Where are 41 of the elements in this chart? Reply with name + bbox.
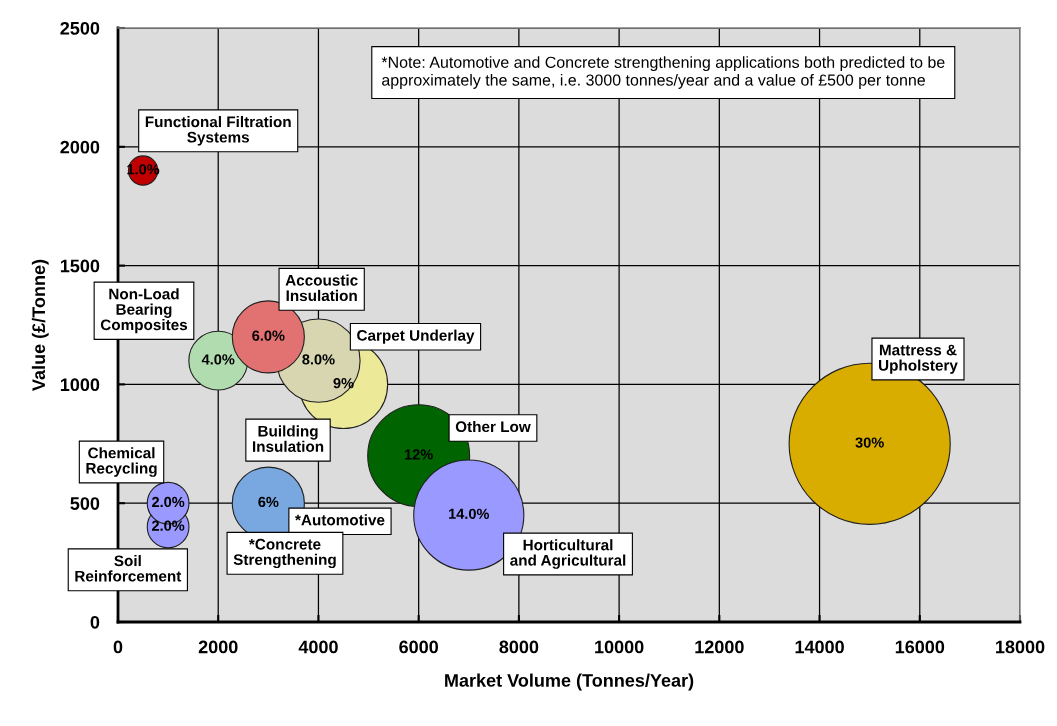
annotation: 30% [855,437,884,448]
annotation: 2.0% [152,520,185,531]
annotation: 6.0% [252,330,285,341]
x-tick-label: 16000 [895,640,945,654]
x-tick-label: 10000 [595,640,644,654]
y-tick-label: 2000 [60,140,100,154]
annotation: 12% [404,449,433,460]
annotation: 2.0% [152,496,185,508]
y-tick-label: 2500 [60,21,100,35]
x-tick-label: 0 [113,640,123,654]
x-tick-label: 2000 [198,640,238,654]
annotation: Accoustic Insulation [285,274,358,302]
annotation: 9% [333,377,354,389]
y-axis-title: Value (£/Tonne) [31,259,49,391]
annotation: *Concrete Strengthening [233,538,336,569]
x-tick-label: 4000 [298,640,338,654]
annotation: Horticultural and Agricultural [510,539,626,569]
annotation: *Note: Automotive and Concrete strengthening applications both predicted to be approximately the same, i.e. 3000 tonnes/year and a value of £500 per tonne [381,56,945,89]
y-tick-label: 1000 [60,378,100,392]
annotation: 14.0% [449,508,490,519]
x-tick-label: 12000 [695,640,744,654]
annotation: Non-Load Bearing Composites [100,288,188,334]
y-tick-label: 500 [70,497,100,510]
annotation: 4.0% [201,354,235,365]
x-axis-title: Market Volume (Tonnes/Year) [445,673,694,691]
annotation: Chemical Recycling [86,447,157,477]
annotation: 8.0% [302,354,335,365]
x-tick-label: 8000 [499,640,539,654]
annotation: Mattress & Upholstery [879,344,958,374]
annotation: *Automotive [295,514,385,526]
x-tick-label: 18000 [996,640,1045,654]
y-tick-label: 1500 [60,259,100,273]
annotation: Building Insulation [252,425,324,452]
y-tick-label: 0 [90,615,100,629]
x-tick-label: 14000 [795,640,844,654]
annotation: Carpet Underlay [357,329,475,344]
annotation: 6% [258,496,279,508]
x-tick-label: 6000 [399,640,439,654]
annotation: Other Low [455,420,531,433]
annotation: Soil Reinforcement [75,554,182,582]
annotation: Functional Filtration Systems [145,116,291,146]
